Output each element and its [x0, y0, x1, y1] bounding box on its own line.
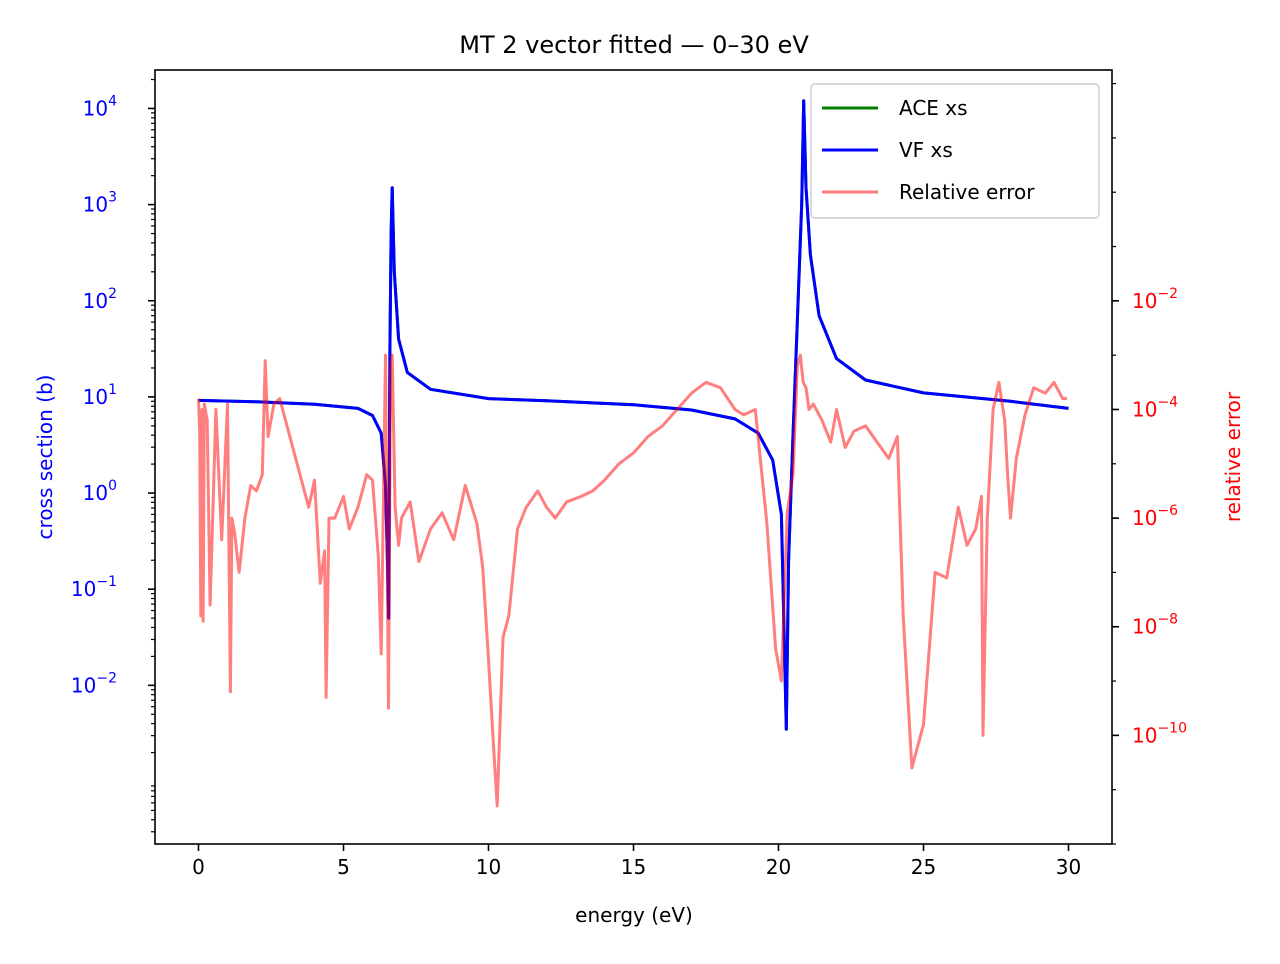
y-tick-label: 102	[83, 286, 117, 313]
y2-tick-label: 10−2	[1132, 286, 1178, 313]
legend-label-0: ACE xs	[899, 96, 968, 120]
y-tick-label: 103	[83, 190, 117, 217]
series-line-2	[197, 353, 1067, 808]
x-tick-label: 30	[1056, 855, 1081, 879]
legend-label-2: Relative error	[899, 180, 1035, 204]
y-axis-left: 10−2 10−1 100 101 102 103 104	[71, 78, 155, 833]
x-axis: 0 5 10 15 20 25 30	[192, 844, 1081, 879]
x-tick-label: 20	[766, 855, 791, 879]
legend-box	[810, 83, 1100, 219]
legend-label-1: VF xs	[899, 138, 953, 162]
x-tick-label: 5	[337, 855, 350, 879]
y-tick-label: 101	[83, 382, 117, 409]
y-axis-right: 10−10 10−8 10−6 10−4 10−2	[1112, 82, 1187, 845]
y2-tick-label: 10−8	[1132, 612, 1178, 639]
y-tick-label: 104	[83, 93, 117, 120]
x-tick-label: 15	[621, 855, 646, 879]
x-tick-label: 10	[476, 855, 501, 879]
y2-tick-label: 10−10	[1132, 720, 1187, 747]
y-axis-label: cross section (b)	[33, 375, 57, 540]
x-tick-label: 25	[911, 855, 936, 879]
chart-title: MT 2 vector fitted — 0–30 eV	[459, 31, 809, 59]
plot-area	[197, 99, 1069, 808]
y2-axis-label: relative error	[1221, 391, 1245, 522]
x-axis-label: energy (eV)	[575, 903, 693, 927]
y2-tick-label: 10−6	[1132, 503, 1178, 530]
y-tick-label: 100	[83, 478, 117, 505]
y-tick-label: 10−1	[71, 574, 117, 601]
y2-tick-label: 10−4	[1132, 394, 1178, 421]
x-tick-label: 0	[192, 855, 205, 879]
y-tick-label: 10−2	[71, 670, 117, 697]
legend: ACE xs VF xs Relative error	[810, 83, 1100, 219]
